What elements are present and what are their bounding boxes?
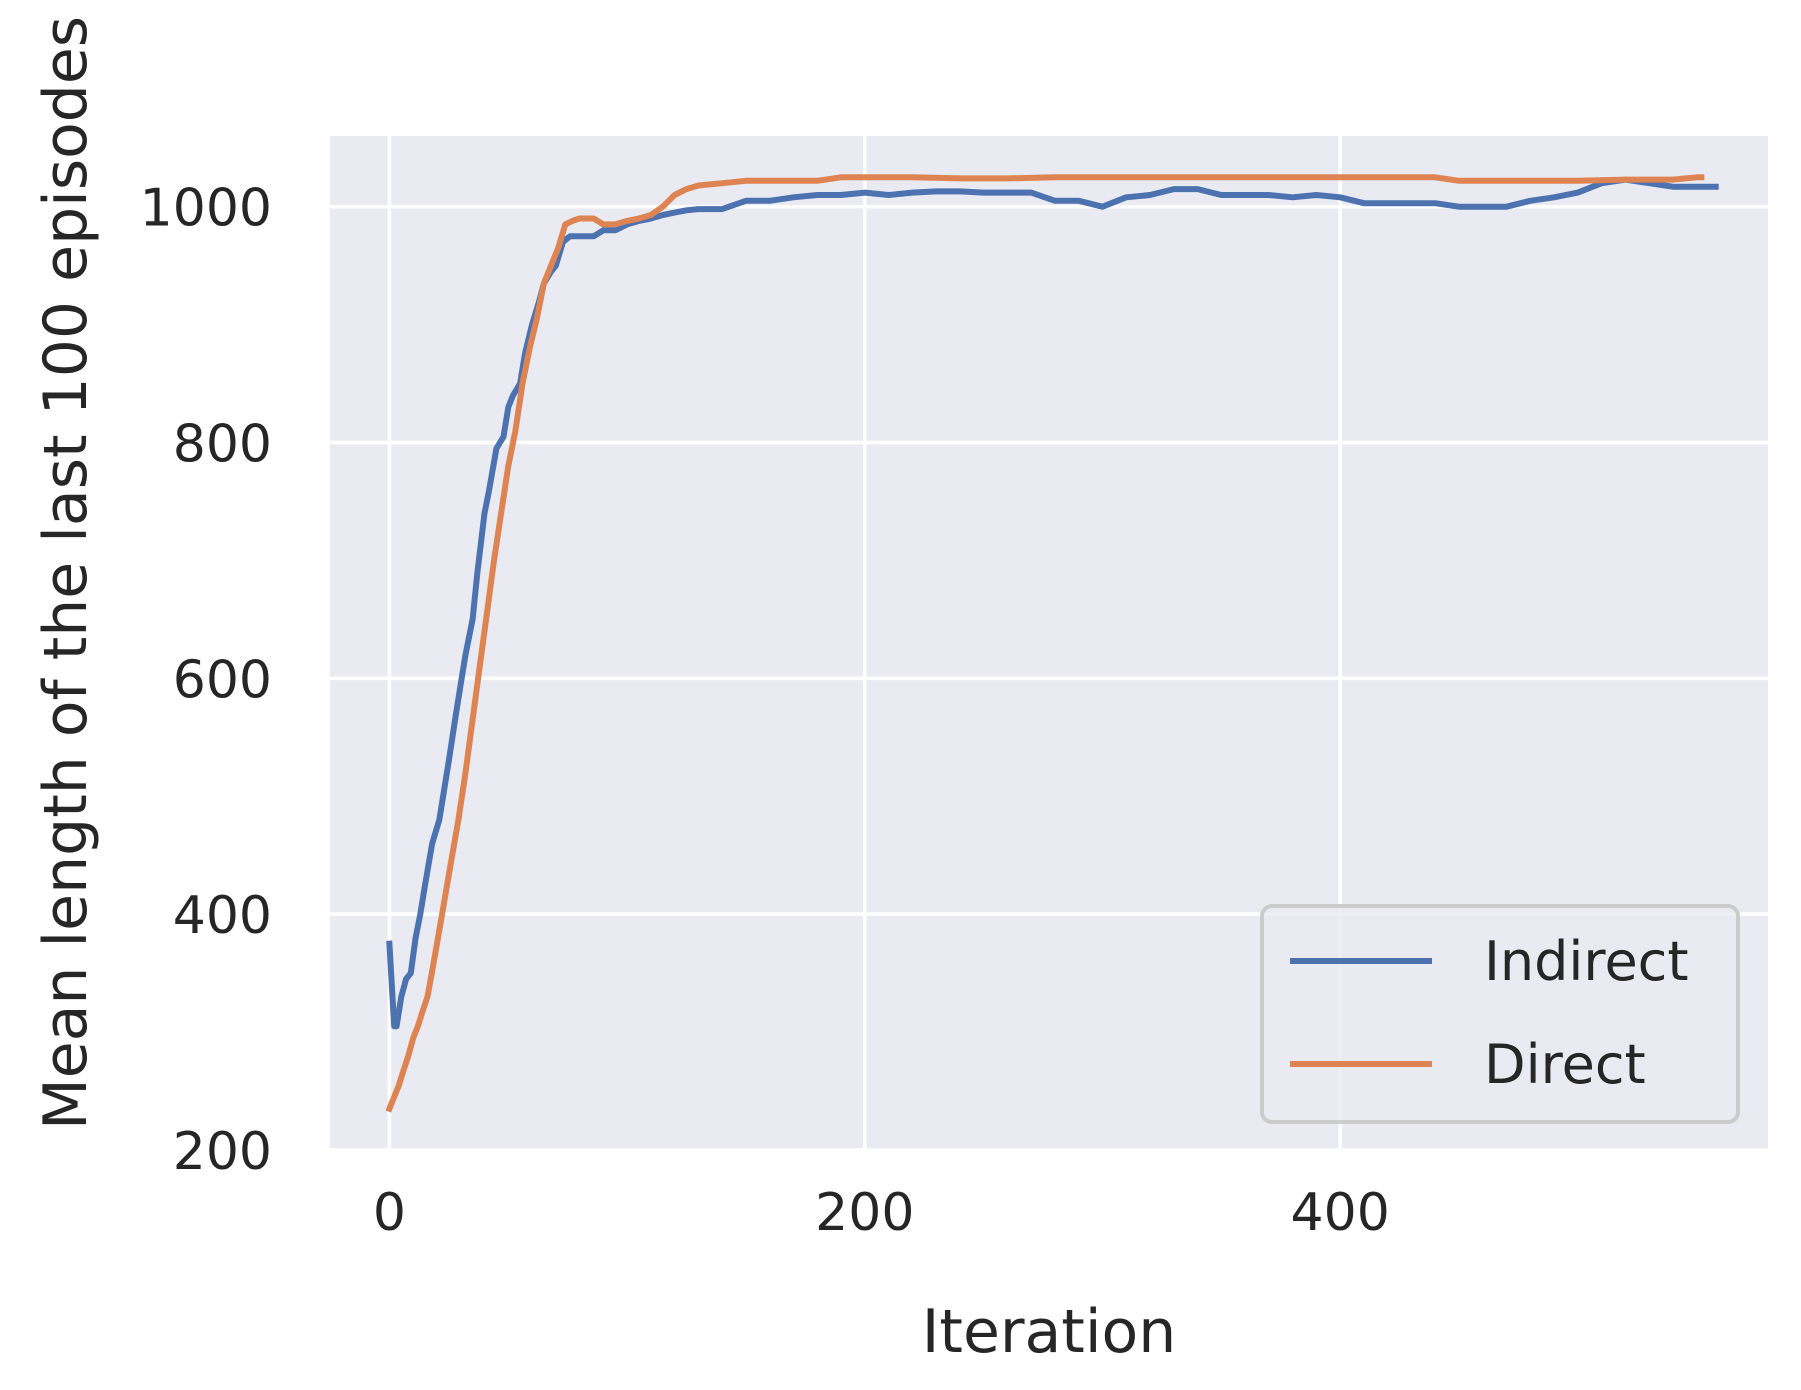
legend: Indirect Direct — [1260, 904, 1740, 1124]
legend-label-indirect: Indirect — [1484, 930, 1689, 993]
series-line-indirect — [386, 176, 1719, 1030]
y-tick-label: 400 — [173, 886, 272, 946]
series-lines — [385, 174, 1719, 1113]
x-tick-label: 200 — [815, 1183, 914, 1243]
tick-labels: 0 200 400 200 400 600 800 1000 — [140, 179, 1390, 1243]
y-axis-label: Mean length of the last 100 episodes — [31, 16, 101, 1130]
legend-label-direct: Direct — [1484, 1033, 1646, 1096]
y-tick-label: 1000 — [140, 179, 272, 239]
y-tick-label: 800 — [173, 415, 272, 475]
grid-lines — [330, 136, 1768, 1152]
y-tick-label: 200 — [173, 1122, 272, 1182]
x-tick-label: 0 — [373, 1183, 406, 1243]
x-axis-label: Iteration — [922, 1297, 1177, 1367]
series-line-direct — [385, 174, 1705, 1113]
y-tick-label: 600 — [173, 650, 272, 710]
x-tick-label: 400 — [1291, 1183, 1390, 1243]
